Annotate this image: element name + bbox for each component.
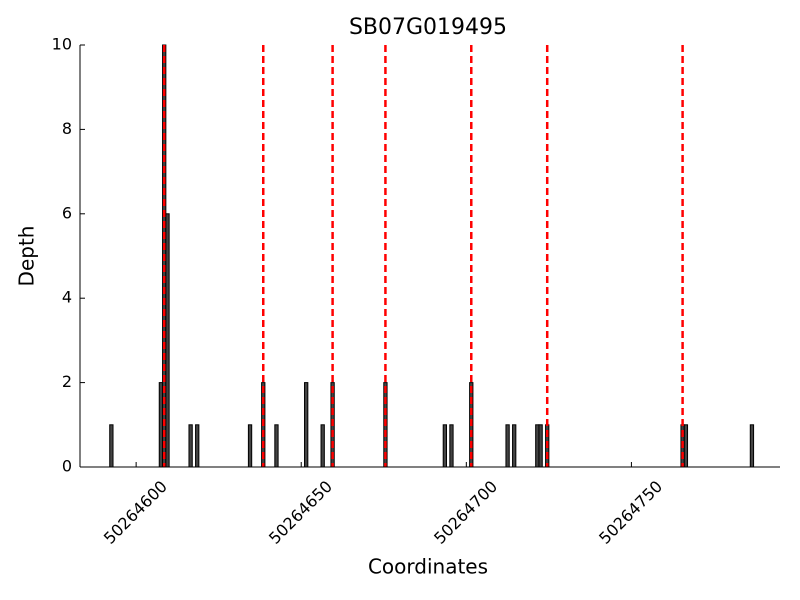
x-tick-label: 50264600	[100, 477, 171, 548]
y-axis-label: Depth	[15, 226, 39, 287]
y-tick-label: 0	[62, 457, 72, 476]
bar	[274, 424, 279, 468]
bar	[505, 424, 510, 468]
bar	[442, 424, 448, 468]
bar	[683, 424, 689, 468]
bar	[512, 424, 517, 468]
bar	[247, 424, 253, 468]
y-tick-label: 6	[62, 203, 72, 222]
bar	[109, 424, 114, 468]
bar	[188, 424, 193, 468]
x-axis-label: Coordinates	[368, 555, 488, 579]
bar	[304, 382, 309, 468]
x-tick-label: 50264700	[430, 477, 501, 548]
y-tick-label: 8	[62, 119, 72, 138]
chart-title: SB07G019495	[349, 15, 507, 40]
x-tick-label: 50264650	[265, 477, 336, 548]
bar	[195, 424, 200, 468]
bar	[449, 424, 454, 468]
y-tick-label: 2	[62, 372, 72, 391]
y-tick-label: 10	[52, 35, 72, 54]
bar	[749, 424, 755, 468]
bar	[165, 213, 170, 468]
x-tick-label: 50264750	[595, 477, 666, 548]
bar	[538, 424, 543, 468]
bar	[320, 424, 325, 468]
y-tick-label: 4	[62, 288, 72, 307]
